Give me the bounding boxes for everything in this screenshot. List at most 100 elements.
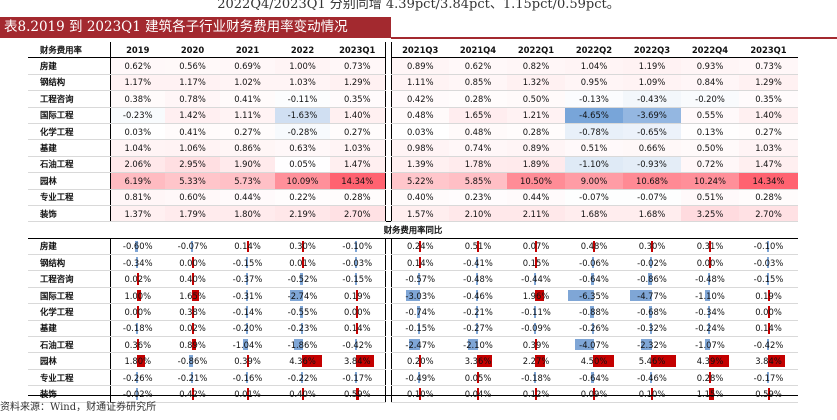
value-cell: 1.47% [330, 156, 386, 174]
value-cell: 0.60% [165, 189, 220, 206]
value-cell: 0.55% [681, 107, 739, 124]
yoy-value: -0.09% [521, 323, 551, 334]
yoy-value: -0.18% [521, 372, 551, 383]
yoy-value: -2.10% [463, 339, 493, 350]
value-cell: 0.23% [449, 189, 507, 206]
yoy-value: 1.15% [696, 388, 724, 399]
row-label: 工程咨询 [28, 270, 111, 288]
yoy-value: -0.22% [287, 372, 318, 383]
value-cell: 0.50% [507, 90, 565, 108]
value-cell: -1.63% [275, 107, 330, 124]
yoy-cell: 1.15% [681, 385, 739, 403]
yoy-value: -0.10% [753, 241, 784, 252]
yoy-cell: 0.39% [220, 352, 275, 370]
value-cell: 6.19% [110, 172, 165, 190]
value-cell: 0.35% [739, 90, 798, 108]
yoy-value: 0.59% [755, 388, 782, 399]
row-label: 专业工程 [28, 369, 111, 387]
yoy-value: -0.20% [232, 323, 263, 334]
header-quarter-2022Q2: 2022Q2 [565, 42, 623, 59]
yoy-value: -0.37% [232, 274, 263, 285]
row-label: 专业工程 [28, 189, 111, 206]
yoy-value: 0.10% [406, 388, 434, 399]
yoy-value: -0.42% [753, 339, 784, 350]
yoy-value: 3.36% [464, 356, 492, 367]
row-label: 工程咨询 [28, 90, 111, 108]
value-cell: 5.73% [220, 172, 275, 190]
yoy-value: -0.15% [342, 274, 373, 285]
value-cell: 1.40% [739, 107, 798, 124]
yoy-row: 钢结构 -0.34% 0.00% -0.15% 0.01% -0.03% 0.14% -0.4… [28, 254, 798, 272]
row-label: 装饰 [28, 385, 111, 403]
yoy-cell: -0.17% [739, 369, 798, 387]
yoy-cell: 4.39% [681, 352, 739, 370]
value-cell: 0.48% [390, 107, 449, 124]
table-row: 石油工程 2.06% 2.95% 1.90% 0.05% 1.47% 1.39% 1.78% 1… [28, 156, 798, 174]
yoy-value: 0.07% [522, 241, 550, 252]
yoy-value: 4.36% [289, 356, 316, 367]
yoy-value: -0.68% [637, 306, 667, 317]
yoy-value: 3.84% [755, 356, 782, 367]
yoy-cell: 0.89% [165, 336, 220, 354]
value-cell: 0.44% [220, 189, 275, 206]
value-cell: 0.73% [739, 57, 798, 75]
yoy-value: 0.01% [289, 257, 316, 268]
yoy-value: -1.07% [695, 339, 725, 350]
yoy-value: 0.48% [580, 241, 608, 252]
yoy-value: -0.64% [579, 274, 609, 285]
yoy-cell: 0.59% [739, 385, 798, 403]
yoy-value: 0.89% [179, 339, 206, 350]
row-label: 装饰 [28, 205, 111, 223]
yoy-value: -0.41% [463, 257, 493, 268]
yoy-value: -2.47% [405, 339, 436, 350]
yoy-value: -2.74% [287, 290, 318, 301]
header-annual-2021: 2021 [220, 42, 275, 59]
yoy-cell: 0.40% [165, 270, 220, 288]
yoy-cell: 0.59% [330, 385, 386, 403]
value-cell: -0.07% [565, 189, 623, 206]
yoy-cell: -0.26% [110, 369, 165, 387]
value-cell: -0.23% [110, 107, 165, 124]
yoy-cell: -1.86% [275, 336, 330, 354]
value-cell: 2.70% [739, 205, 798, 223]
yoy-cell: -0.11% [507, 303, 565, 321]
yoy-cell: 0.39% [507, 336, 565, 354]
value-cell: 1.00% [275, 57, 330, 75]
yoy-cell: 0.24% [390, 238, 449, 256]
value-cell: -4.65% [565, 107, 623, 124]
yoy-value: -4.77% [637, 290, 667, 301]
yoy-cell: -0.14% [220, 303, 275, 321]
value-cell: 10.24% [681, 172, 739, 190]
yoy-value: -0.46% [637, 372, 667, 383]
yoy-value: -0.23% [287, 323, 318, 334]
yoy-cell: -1.10% [681, 287, 739, 305]
value-cell: 0.85% [449, 74, 507, 92]
header-quarter-2021Q3: 2021Q3 [390, 42, 449, 59]
yoy-cell: -0.27% [449, 320, 507, 338]
yoy-value: 0.15% [522, 257, 550, 268]
yoy-value: 1.96% [522, 290, 550, 301]
yoy-cell: -0.49% [390, 369, 449, 387]
value-cell: 0.62% [110, 57, 165, 75]
yoy-value: -0.49% [405, 372, 436, 383]
yoy-cell: 0.51% [449, 238, 507, 256]
yoy-cell: -6.35% [565, 287, 623, 305]
row-label: 钢结构 [28, 254, 111, 272]
value-cell: 5.22% [390, 172, 449, 190]
value-cell: 1.21% [507, 107, 565, 124]
yoy-value: -0.57% [405, 274, 436, 285]
value-cell: 1.02% [220, 74, 275, 92]
yoy-cell: -0.21% [449, 303, 507, 321]
yoy-cell: 2.27% [507, 352, 565, 370]
value-cell: 3.25% [681, 205, 739, 223]
value-cell: -1.10% [565, 156, 623, 174]
yoy-value: -0.06% [579, 257, 609, 268]
row-label: 化学工程 [28, 303, 111, 321]
yoy-value: -0.60% [122, 241, 153, 252]
yoy-cell: -0.88% [565, 303, 623, 321]
yoy-cell: -0.10% [739, 238, 798, 256]
yoy-cell: 0.02% [165, 320, 220, 338]
yoy-cell: 1.96% [507, 287, 565, 305]
value-cell: 1.11% [220, 107, 275, 124]
yoy-value: -0.27% [463, 323, 493, 334]
